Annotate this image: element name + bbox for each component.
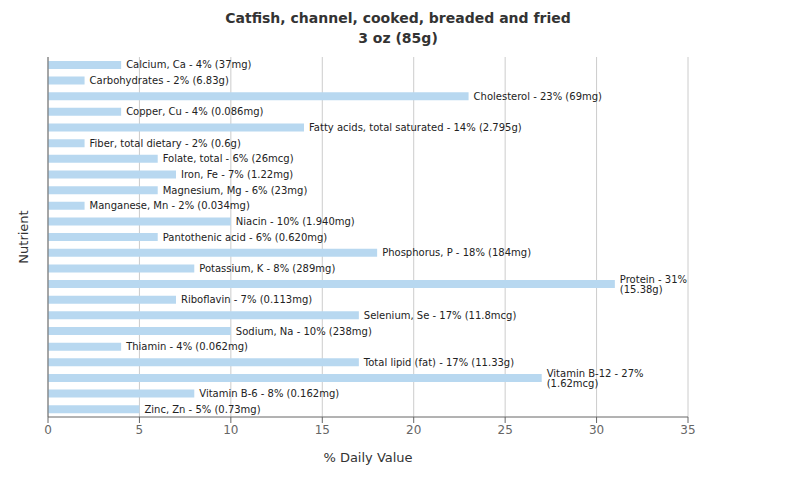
svg-text:Iron, Fe - 7% (1.22mg): Iron, Fe - 7% (1.22mg): [181, 169, 293, 180]
svg-text:Vitamin B-6 - 8% (0.162mg): Vitamin B-6 - 8% (0.162mg): [199, 388, 339, 399]
svg-text:Calcium, Ca - 4% (37mg): Calcium, Ca - 4% (37mg): [126, 59, 251, 70]
svg-text:Zinc, Zn - 5% (0.73mg): Zinc, Zn - 5% (0.73mg): [144, 404, 260, 415]
svg-text:Fiber, total dietary - 2% (0.6: Fiber, total dietary - 2% (0.6g): [90, 138, 241, 149]
svg-text:15: 15: [315, 423, 330, 437]
html-text:Catfish, channel, cooked, brea: Catfish, channel, cooked, breaded and fr…: [225, 10, 571, 46]
svg-text:10: 10: [223, 423, 238, 437]
svg-text:Potassium, K - 8% (289mg): Potassium, K - 8% (289mg): [199, 263, 335, 274]
svg-text:Pantothenic acid - 6% (0.620mg: Pantothenic acid - 6% (0.620mg): [163, 232, 328, 243]
svg-text:20: 20: [406, 423, 421, 437]
svg-text:35: 35: [680, 423, 695, 437]
svg-text:Fatty acids, total saturated -: Fatty acids, total saturated - 14% (2.79…: [309, 122, 522, 133]
svg-text:Selenium, Se - 17% (11.8mcg): Selenium, Se - 17% (11.8mcg): [364, 310, 517, 321]
svg-text:Protein - 31%(15.38g): Protein - 31%(15.38g): [620, 274, 687, 295]
svg-text:Thiamin - 4% (0.062mg): Thiamin - 4% (0.062mg): [125, 341, 248, 352]
svg-text:Phosphorus, P - 18% (184mg): Phosphorus, P - 18% (184mg): [382, 247, 531, 258]
svg-text:Riboflavin - 7% (0.113mg): Riboflavin - 7% (0.113mg): [181, 294, 312, 305]
svg-text:Cholesterol - 23% (69mg): Cholesterol - 23% (69mg): [474, 91, 603, 102]
svg-text:0: 0: [44, 423, 52, 437]
svg-text:Sodium, Na - 10% (238mg): Sodium, Na - 10% (238mg): [236, 326, 372, 337]
svg-text:Magnesium, Mg - 6% (23mg): Magnesium, Mg - 6% (23mg): [163, 185, 308, 196]
svg-text:Carbohydrates - 2% (6.83g): Carbohydrates - 2% (6.83g): [90, 75, 229, 86]
svg-text:Niacin - 10% (1.940mg): Niacin - 10% (1.940mg): [236, 216, 355, 227]
svg-text:Copper, Cu - 4% (0.086mg): Copper, Cu - 4% (0.086mg): [126, 106, 263, 117]
svg-text:Nutrient: Nutrient: [16, 210, 31, 263]
svg-text:5: 5: [136, 423, 144, 437]
svg-text:Vitamin B-12 - 27%(1.62mcg): Vitamin B-12 - 27%(1.62mcg): [547, 368, 644, 389]
svg-text:25: 25: [498, 423, 513, 437]
svg-text:30: 30: [589, 423, 604, 437]
svg-text:Total lipid (fat) - 17% (11.33: Total lipid (fat) - 17% (11.33g): [363, 357, 514, 368]
svg-text:% Daily Value: % Daily Value: [323, 450, 412, 465]
svg-text:Folate, total - 6% (26mcg): Folate, total - 6% (26mcg): [163, 153, 294, 164]
svg-text:Manganese, Mn - 2% (0.034mg): Manganese, Mn - 2% (0.034mg): [90, 200, 250, 211]
